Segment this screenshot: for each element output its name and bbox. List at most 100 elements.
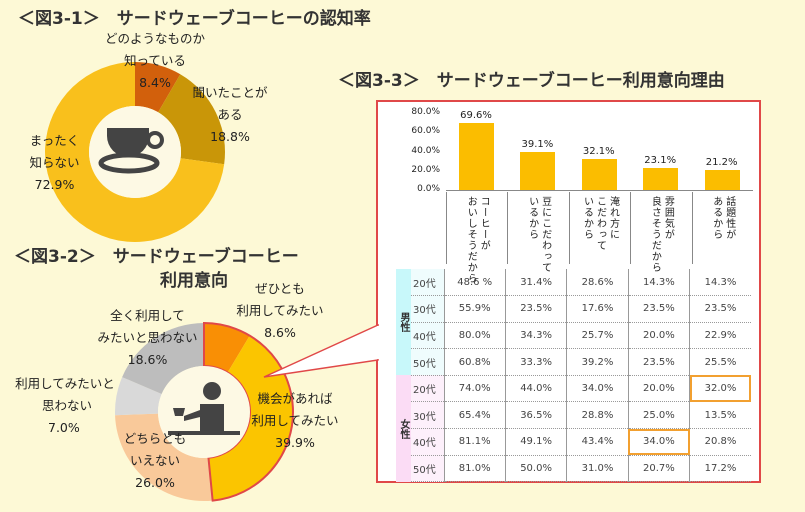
table-row: 40代 80.0% 34.3% 25.7% 20.0% 22.9%	[396, 322, 751, 350]
donut2-slice-4	[122, 323, 204, 394]
table-cell: 81.1%	[443, 428, 506, 456]
category-label: 豆にこだわって いるから	[507, 192, 568, 273]
group-label: 男性	[396, 269, 411, 376]
table-cell: 20.0%	[627, 375, 690, 403]
table-cell: 14.3%	[627, 269, 690, 297]
fig1-label-know: どのようなものか 知っている 8.4%	[104, 31, 205, 90]
y-tick-label: 0.0%	[417, 184, 440, 194]
table-cell: 34.0%	[627, 428, 690, 456]
table-cell: 13.5%	[689, 401, 751, 430]
age-label: 40代	[411, 322, 444, 350]
y-tick-label: 80.0%	[411, 107, 440, 117]
fig3-title: ＜図3-3＞ サードウェーブコーヒー利用意向理由	[338, 71, 725, 91]
table-cell: 48.6 %	[443, 269, 506, 297]
table-cell: 14.3%	[689, 269, 751, 297]
fig2-title-line2: 利用意向	[160, 271, 228, 291]
bar-value-label: 32.1%	[582, 146, 615, 158]
table-cell: 31.0%	[566, 455, 629, 483]
y-tick-label: 40.0%	[411, 145, 440, 156]
table-cell: 25.5%	[689, 348, 751, 376]
age-label: 30代	[411, 295, 444, 323]
table-cell: 60.8%	[443, 348, 506, 376]
table-cell: 34.0%	[566, 375, 629, 403]
donut2-slice-2	[115, 413, 213, 501]
x-axis	[446, 190, 753, 191]
bar	[581, 159, 617, 190]
table-cell: 20.0%	[627, 322, 690, 350]
table-cell: 20.8%	[689, 428, 751, 456]
table-cell: 49.1%	[504, 428, 567, 456]
bar-value-label: 23.1%	[644, 154, 677, 166]
table-row: 40代 81.1% 49.1% 43.4% 34.0% 20.8%	[396, 428, 751, 456]
group-label: 女性	[396, 375, 411, 482]
table-cell: 32.0%	[689, 375, 751, 403]
table-cell: 43.4%	[566, 428, 629, 456]
table-cell: 20.7%	[627, 455, 690, 483]
bar	[520, 152, 556, 190]
table-cell: 39.2%	[566, 348, 629, 376]
age-label: 50代	[411, 455, 444, 483]
table-cell: 33.3%	[504, 348, 567, 376]
table-cell: 28.6%	[566, 269, 629, 297]
fig3-table: 男性 20代 48.6 % 31.4% 28.6% 14.3% 14.3% 30代 55.9% 2…	[396, 269, 751, 483]
bar	[459, 123, 494, 190]
category-label: コーヒーが おいしそうだから	[446, 192, 507, 284]
table-cell: 81.0%	[443, 455, 506, 483]
age-label: 20代	[411, 375, 444, 403]
fig2-label-not-want: 利用してみたいと 思わない 7.0%	[15, 376, 115, 435]
age-label: 20代	[411, 269, 444, 297]
bar-value-label: 69.6%	[460, 110, 492, 121]
table-cell: 22.9%	[689, 322, 751, 350]
coffee-cup-icon	[98, 128, 164, 174]
person-drinking-icon	[168, 382, 240, 435]
fig2-title: ＜図3-2＞ サードウェーブコーヒー	[14, 247, 299, 267]
donut1-slice-1	[158, 74, 225, 165]
donut2-slice-0	[204, 323, 250, 373]
donut1-slice-2	[44, 62, 225, 242]
fig2-label-neutral: どちらとも いえない 26.0%	[123, 431, 187, 490]
donut1-slice-0	[135, 62, 181, 113]
table-row: 50代 60.8% 33.3% 39.2% 23.5% 25.5%	[396, 348, 751, 376]
fig2-label-definitely: ぜひとも 利用してみたい 8.6%	[236, 281, 324, 340]
table-cell: 55.9%	[443, 295, 506, 323]
table-cell: 25.0%	[627, 401, 690, 430]
table-row: 男性 20代 48.6 % 31.4% 28.6% 14.3% 14.3%	[396, 269, 751, 376]
bar	[643, 167, 679, 190]
bar-value-label: 39.1%	[521, 139, 554, 151]
age-label: 30代	[411, 401, 444, 430]
table-cell: 25.7%	[566, 322, 629, 350]
category-label: 淹れ方に こだわって いるから	[568, 192, 630, 264]
table-row: 30代 65.4% 36.5% 28.8% 25.0% 13.5%	[396, 401, 751, 430]
fig2-label-if-chance: 機会があれば 利用してみたい 39.9%	[251, 391, 339, 450]
table-cell: 34.3%	[504, 322, 567, 350]
fig1-title: ＜図3-1＞ サードウェーブコーヒーの認知率	[18, 9, 371, 29]
bar	[704, 169, 740, 190]
donut2-slice-3	[115, 377, 162, 416]
category-label: 話題性が あるから	[691, 192, 753, 264]
fig3-chart-box: 80.0% 60.0% 40.0% 20.0% 0.0% 69.6% コーヒーが おいしそう…	[376, 100, 761, 483]
table-cell: 23.5%	[627, 348, 690, 376]
table-cell: 28.8%	[566, 401, 629, 430]
table-cell: 23.5%	[504, 295, 567, 323]
y-tick-label: 60.0%	[411, 126, 440, 137]
table-cell: 23.5%	[627, 295, 690, 323]
table-row: 女性 20代 74.0% 44.0% 34.0% 20.0% 32.0%	[396, 375, 751, 482]
table-cell: 17.6%	[566, 295, 629, 323]
age-label: 50代	[411, 348, 444, 376]
bar-value-label: 21.2%	[705, 156, 738, 168]
fig2-label-never: 全く利用して みたいと思わない 18.6%	[97, 308, 198, 367]
table-cell: 50.0%	[504, 455, 567, 483]
table-row: 50代 81.0% 50.0% 31.0% 20.7% 17.2%	[396, 455, 751, 483]
table-cell: 23.5%	[689, 295, 751, 323]
table-cell: 74.0%	[443, 375, 506, 403]
table-row: 30代 55.9% 23.5% 17.6% 23.5% 23.5%	[396, 295, 751, 323]
table-cell: 31.4%	[504, 269, 567, 297]
age-label: 40代	[411, 428, 444, 456]
category-label: 雰囲気が 良さそうだから	[630, 192, 691, 273]
fig1-label-heard: 聞いたことが ある 18.8%	[192, 85, 268, 144]
table-cell: 65.4%	[443, 401, 506, 430]
table-cell: 44.0%	[504, 375, 567, 403]
table-cell: 36.5%	[504, 401, 567, 430]
y-tick-label: 20.0%	[411, 164, 440, 175]
fig1-label-unknown: まったく 知らない 72.9%	[29, 133, 80, 192]
